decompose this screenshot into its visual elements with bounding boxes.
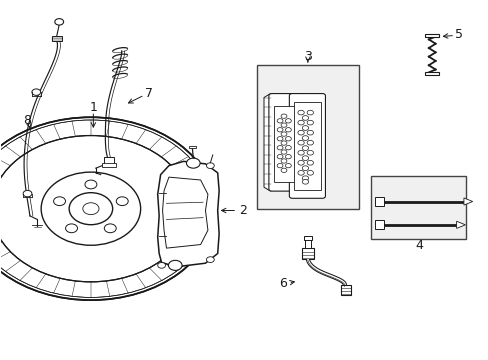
- Bar: [370, 176, 466, 239]
- Circle shape: [306, 150, 313, 155]
- Circle shape: [158, 262, 165, 268]
- Circle shape: [0, 135, 190, 282]
- Circle shape: [302, 166, 308, 171]
- Text: 3: 3: [304, 50, 311, 63]
- Polygon shape: [456, 221, 465, 228]
- Circle shape: [277, 119, 283, 123]
- Circle shape: [306, 161, 313, 165]
- Circle shape: [302, 180, 308, 184]
- Circle shape: [297, 110, 304, 115]
- Circle shape: [116, 197, 128, 206]
- Circle shape: [82, 203, 99, 215]
- Circle shape: [277, 128, 283, 132]
- Circle shape: [206, 163, 214, 168]
- Circle shape: [306, 171, 313, 175]
- Bar: [424, 35, 438, 37]
- Text: 1: 1: [89, 101, 97, 114]
- Circle shape: [302, 176, 308, 180]
- Circle shape: [206, 257, 214, 262]
- Text: 2: 2: [239, 204, 247, 217]
- Circle shape: [85, 180, 97, 189]
- Circle shape: [285, 163, 291, 168]
- Circle shape: [281, 159, 286, 163]
- Text: 4: 4: [414, 239, 422, 252]
- Bar: [302, 248, 313, 259]
- Circle shape: [32, 89, 41, 95]
- Bar: [340, 285, 350, 295]
- Bar: [374, 220, 383, 229]
- Circle shape: [281, 132, 286, 136]
- Circle shape: [281, 150, 286, 154]
- Bar: [374, 197, 383, 206]
- Bar: [273, 107, 298, 182]
- Circle shape: [285, 145, 291, 150]
- Circle shape: [0, 117, 215, 300]
- Circle shape: [302, 126, 308, 130]
- Circle shape: [277, 136, 283, 141]
- Polygon shape: [463, 198, 472, 205]
- Circle shape: [277, 145, 283, 150]
- Circle shape: [277, 154, 283, 159]
- Bar: [102, 163, 116, 167]
- Circle shape: [297, 120, 304, 125]
- Circle shape: [281, 141, 286, 145]
- Circle shape: [104, 224, 116, 233]
- Circle shape: [297, 161, 304, 165]
- Circle shape: [277, 163, 283, 168]
- Circle shape: [285, 154, 291, 159]
- Bar: [256, 65, 358, 209]
- Circle shape: [302, 136, 308, 140]
- Bar: [104, 157, 114, 164]
- Text: 7: 7: [145, 87, 153, 100]
- Circle shape: [306, 130, 313, 135]
- Text: 8: 8: [23, 114, 31, 127]
- Circle shape: [281, 168, 286, 172]
- Circle shape: [302, 156, 308, 161]
- Text: 5: 5: [454, 28, 462, 41]
- Circle shape: [297, 150, 304, 155]
- Circle shape: [306, 140, 313, 145]
- Circle shape: [23, 190, 32, 197]
- Bar: [305, 239, 310, 248]
- Bar: [304, 236, 311, 240]
- Circle shape: [285, 136, 291, 141]
- Bar: [294, 102, 320, 190]
- Circle shape: [69, 193, 112, 225]
- Polygon shape: [162, 177, 207, 248]
- FancyBboxPatch shape: [268, 94, 303, 191]
- Circle shape: [297, 130, 304, 135]
- Circle shape: [65, 224, 77, 233]
- Circle shape: [41, 172, 141, 245]
- Circle shape: [285, 119, 291, 123]
- Circle shape: [55, 19, 63, 25]
- Circle shape: [281, 123, 286, 127]
- Circle shape: [186, 158, 200, 168]
- Circle shape: [302, 146, 308, 150]
- Polygon shape: [264, 94, 271, 191]
- Polygon shape: [158, 161, 219, 267]
- Circle shape: [302, 116, 308, 120]
- Circle shape: [285, 128, 291, 132]
- Bar: [189, 145, 196, 148]
- FancyBboxPatch shape: [289, 94, 325, 198]
- Circle shape: [306, 120, 313, 125]
- Circle shape: [54, 197, 65, 206]
- Circle shape: [306, 110, 313, 115]
- Circle shape: [168, 260, 182, 270]
- Circle shape: [297, 140, 304, 145]
- Bar: [424, 72, 438, 75]
- Text: 6: 6: [279, 278, 287, 291]
- Circle shape: [281, 114, 286, 118]
- Bar: [52, 36, 61, 41]
- Circle shape: [297, 171, 304, 175]
